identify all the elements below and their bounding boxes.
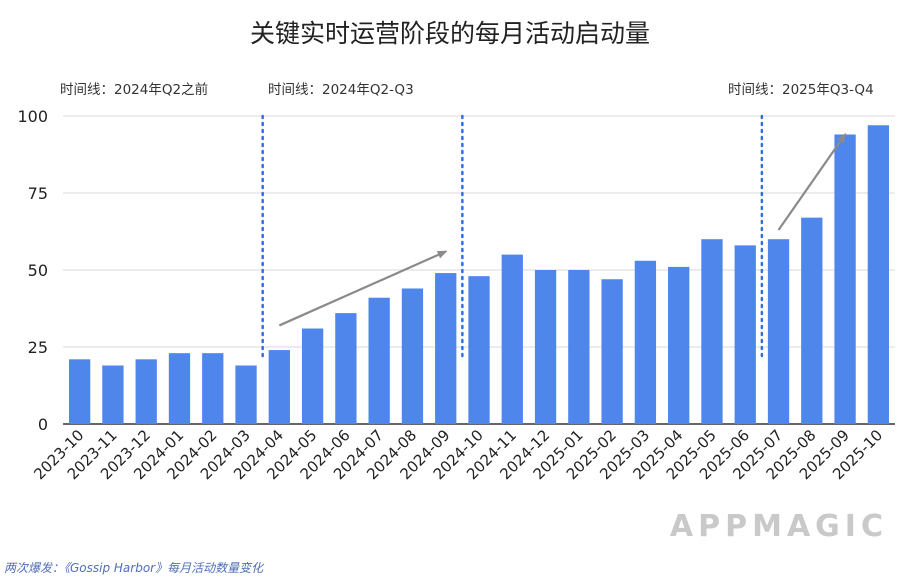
y-tick-label-0: 0 — [38, 415, 48, 434]
bar-2025-10 — [867, 125, 890, 425]
bar-2025-09 — [834, 134, 856, 425]
bar-2024-06 — [335, 313, 357, 424]
bar-2024-07 — [368, 297, 390, 424]
bar-2023-12 — [135, 359, 157, 424]
bar-2024-01 — [168, 353, 191, 424]
bar-2024-04 — [268, 350, 290, 424]
y-tick-label-25: 25 — [28, 338, 48, 357]
y-tick-label-100: 100 — [17, 107, 48, 126]
bar-2025-05 — [701, 239, 723, 424]
bar-2025-02 — [601, 279, 623, 424]
y-tick-label-50: 50 — [28, 261, 48, 280]
period-label-pre-q2: 时间线：2024年Q2之前 — [60, 82, 209, 98]
trend-arrow-2 — [777, 132, 847, 231]
bar-2024-12 — [534, 270, 557, 424]
bar-2025-04 — [668, 266, 690, 424]
bar-2024-11 — [501, 254, 523, 424]
y-tick-label-75: 75 — [28, 184, 48, 203]
appmagic-logo: APPMAGIC — [669, 509, 888, 544]
bar-2024-08 — [401, 288, 424, 424]
bar-2024-02 — [202, 353, 224, 424]
bar-2025-07 — [767, 239, 790, 424]
chart-title: 关键实时运营阶段的每月活动启动量 — [249, 19, 650, 48]
bar-2025-01 — [568, 270, 590, 424]
bar-2024-09 — [435, 273, 457, 424]
trend-arrow-1 — [278, 250, 448, 327]
bar-2023-11 — [102, 365, 124, 424]
bar-2025-08 — [801, 217, 823, 424]
source-note: 两次爆发：《Gossip Harbor》每月活动数量变化 — [4, 561, 264, 575]
bar-2025-03 — [634, 260, 657, 424]
bar-2024-10 — [468, 276, 490, 424]
bar-2023-10 — [68, 359, 91, 424]
bar-2024-03 — [235, 365, 257, 424]
period-label-q3-q4: 时间线：2025年Q3-Q4 — [728, 82, 874, 98]
bar-2025-06 — [734, 245, 756, 424]
period-label-q2-q3: 时间线：2024年Q2-Q3 — [268, 82, 414, 98]
bar-2024-05 — [301, 328, 324, 424]
